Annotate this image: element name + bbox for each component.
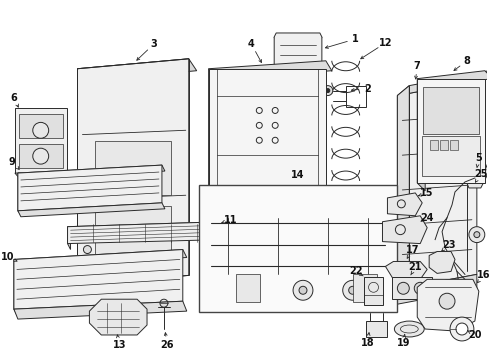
Text: 24: 24 — [420, 213, 434, 223]
Text: 22: 22 — [349, 266, 363, 276]
Bar — [209, 69, 326, 285]
Polygon shape — [18, 203, 165, 217]
Text: 26: 26 — [160, 340, 173, 350]
Bar — [198, 185, 397, 312]
Ellipse shape — [394, 321, 424, 337]
Polygon shape — [417, 71, 490, 87]
Text: 7: 7 — [414, 61, 420, 71]
Polygon shape — [383, 216, 427, 244]
Polygon shape — [397, 81, 477, 289]
Polygon shape — [386, 261, 427, 279]
Circle shape — [450, 317, 474, 341]
Bar — [19, 144, 63, 168]
Circle shape — [33, 148, 49, 164]
Text: 18: 18 — [361, 338, 374, 348]
Circle shape — [326, 89, 330, 93]
Circle shape — [323, 86, 333, 95]
Bar — [392, 277, 432, 299]
Polygon shape — [417, 79, 425, 191]
Bar — [353, 274, 376, 302]
Circle shape — [397, 282, 409, 294]
Polygon shape — [417, 279, 479, 331]
Polygon shape — [68, 222, 224, 233]
Polygon shape — [77, 59, 196, 81]
Text: 15: 15 — [420, 188, 434, 198]
Polygon shape — [89, 299, 147, 335]
Bar — [422, 136, 480, 176]
Polygon shape — [18, 165, 162, 211]
Text: 19: 19 — [396, 338, 410, 348]
Text: 10: 10 — [1, 252, 15, 262]
Text: 11: 11 — [224, 215, 237, 225]
Circle shape — [299, 286, 307, 294]
Bar — [430, 140, 438, 150]
Polygon shape — [209, 69, 215, 295]
Bar — [423, 87, 479, 134]
Text: 16: 16 — [477, 270, 490, 280]
Polygon shape — [429, 252, 455, 273]
Bar — [450, 140, 458, 150]
Polygon shape — [68, 222, 221, 244]
Polygon shape — [77, 59, 189, 285]
Polygon shape — [465, 162, 489, 188]
Text: 23: 23 — [442, 239, 456, 249]
Text: 14: 14 — [291, 170, 305, 180]
Text: 6: 6 — [10, 93, 17, 103]
Text: 9: 9 — [8, 157, 15, 167]
Circle shape — [474, 231, 480, 238]
Polygon shape — [209, 61, 332, 79]
Polygon shape — [14, 260, 18, 317]
Bar — [346, 86, 366, 108]
Circle shape — [414, 282, 426, 294]
Bar — [15, 108, 67, 173]
Text: 1: 1 — [352, 34, 359, 44]
Bar — [237, 274, 260, 302]
Polygon shape — [388, 193, 422, 216]
Polygon shape — [14, 249, 187, 267]
Circle shape — [245, 286, 252, 294]
Polygon shape — [14, 301, 187, 319]
Bar — [366, 321, 388, 337]
Polygon shape — [397, 274, 477, 304]
Text: 13: 13 — [113, 340, 126, 350]
Circle shape — [447, 304, 457, 314]
Text: 4: 4 — [248, 39, 255, 49]
Text: 25: 25 — [474, 169, 488, 179]
Text: 17: 17 — [406, 244, 419, 255]
Polygon shape — [77, 69, 85, 297]
Polygon shape — [397, 71, 489, 95]
Circle shape — [456, 323, 468, 335]
Text: 21: 21 — [409, 262, 422, 273]
Text: 8: 8 — [464, 56, 470, 66]
Circle shape — [33, 122, 49, 138]
Polygon shape — [15, 173, 73, 180]
Bar — [364, 277, 384, 305]
Bar — [417, 79, 485, 183]
Circle shape — [203, 246, 211, 253]
Polygon shape — [14, 249, 183, 309]
Bar — [96, 141, 171, 195]
Text: 3: 3 — [150, 39, 157, 49]
Polygon shape — [87, 277, 107, 301]
Text: 12: 12 — [379, 38, 392, 48]
Circle shape — [469, 227, 485, 243]
Circle shape — [293, 280, 313, 300]
Text: 5: 5 — [475, 153, 482, 163]
Polygon shape — [274, 33, 322, 71]
Polygon shape — [397, 86, 409, 289]
Polygon shape — [18, 165, 165, 179]
Bar — [96, 206, 171, 254]
Circle shape — [349, 286, 357, 294]
Bar — [440, 140, 448, 150]
Polygon shape — [18, 173, 21, 215]
Text: 20: 20 — [468, 330, 482, 340]
Text: 2: 2 — [364, 84, 371, 94]
Bar — [19, 114, 63, 138]
Circle shape — [239, 280, 258, 300]
Circle shape — [439, 293, 455, 309]
Circle shape — [83, 246, 92, 253]
Polygon shape — [68, 227, 71, 249]
Circle shape — [343, 280, 363, 300]
